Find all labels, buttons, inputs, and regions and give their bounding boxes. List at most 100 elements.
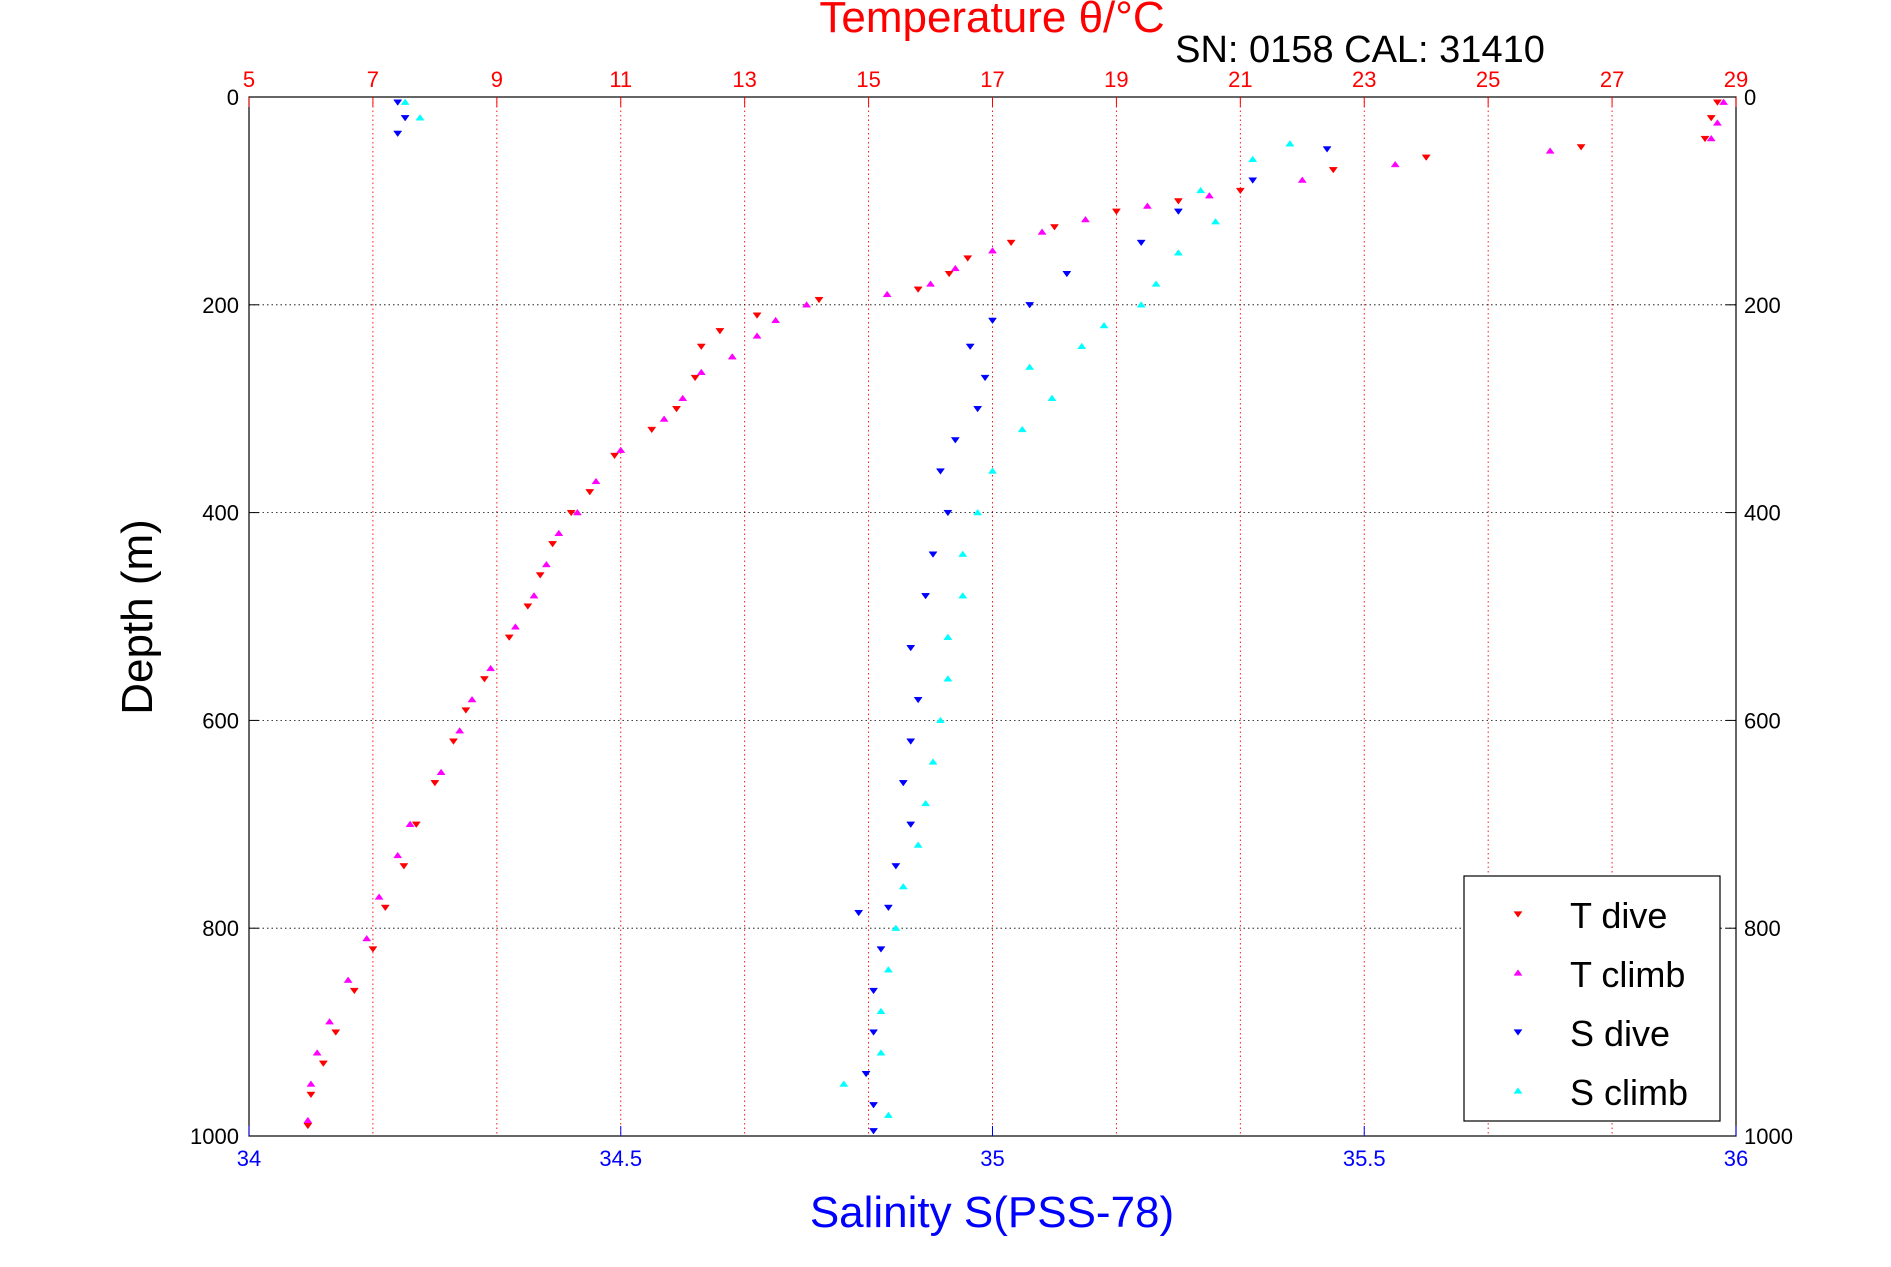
data-point: [1025, 302, 1035, 309]
data-point: [898, 883, 908, 890]
series-s-climb: [400, 98, 1295, 1118]
data-point: [504, 634, 514, 641]
data-point: [331, 1029, 341, 1036]
data-point: [1712, 119, 1722, 126]
data-point: [696, 343, 706, 350]
data-point: [898, 780, 908, 787]
data-point: [572, 508, 582, 516]
data-point: [854, 909, 864, 917]
x-top-tick-label: 19: [1104, 67, 1128, 92]
data-point: [647, 426, 657, 434]
y-axis-label: Depth (m): [113, 519, 162, 715]
data-point: [303, 1116, 313, 1124]
x-top-tick-label: 27: [1600, 67, 1624, 92]
legend-label: T climb: [1570, 954, 1685, 995]
y-tick-label-right: 1000: [1744, 1124, 1793, 1149]
data-point: [318, 1060, 328, 1067]
data-point: [1285, 140, 1295, 147]
x-bottom-tick-label: 35: [980, 1146, 1004, 1171]
data-point: [988, 317, 997, 325]
data-point: [554, 529, 564, 537]
legend-marker: [1513, 1087, 1523, 1094]
data-point: [869, 1128, 879, 1135]
data-point: [883, 966, 893, 973]
data-point: [926, 280, 936, 287]
x-top-tick-label: 25: [1476, 67, 1500, 92]
data-point: [1700, 135, 1710, 143]
data-point: [913, 841, 923, 848]
data-point: [727, 353, 737, 360]
data-point: [1037, 228, 1047, 235]
x-top-tick-label: 21: [1228, 67, 1252, 92]
data-point: [814, 296, 824, 304]
data-point: [883, 1111, 893, 1118]
data-point: [883, 904, 893, 912]
data-point: [696, 368, 706, 375]
data-point: [1211, 218, 1221, 225]
data-point: [1248, 155, 1258, 162]
data-point: [1017, 425, 1027, 433]
legend-label: S dive: [1570, 1013, 1670, 1054]
data-point: [610, 452, 620, 460]
data-point: [944, 270, 954, 278]
x-bottom-tick-label: 36: [1724, 1146, 1748, 1171]
x-top-tick-label: 13: [732, 67, 756, 92]
data-point: [715, 328, 725, 335]
data-point: [312, 1049, 322, 1056]
data-point: [876, 1007, 886, 1014]
data-point: [1151, 280, 1161, 287]
data-point: [1719, 98, 1729, 105]
legend-marker: [1513, 911, 1523, 918]
data-point: [400, 98, 410, 105]
data-point: [958, 550, 968, 557]
data-point: [1173, 208, 1183, 215]
y-tick-label-right: 200: [1744, 293, 1781, 318]
grid-layer: [249, 97, 1736, 1136]
data-point: [690, 374, 700, 382]
data-point: [943, 675, 953, 682]
y-tick-label-right: 600: [1744, 708, 1781, 733]
data-point: [1077, 342, 1087, 350]
data-point: [943, 509, 953, 517]
data-point: [529, 592, 539, 599]
data-point: [430, 780, 440, 787]
data-point: [1047, 394, 1057, 401]
legend-label: T dive: [1570, 895, 1667, 936]
data-point: [869, 1029, 879, 1036]
data-point: [374, 893, 384, 900]
data-point: [343, 976, 353, 983]
series-t-dive: [303, 99, 1722, 1130]
axis-layer: 5 7 9 11 13 15 17 19 21 23 25 27 29 34 34.5 35 35.5 36 0 0 2…: [190, 67, 1793, 1171]
x-top-tick-label: 9: [491, 67, 503, 92]
data-point: [535, 572, 545, 579]
data-point: [861, 1071, 871, 1078]
data-point: [1322, 146, 1332, 153]
data-point: [973, 508, 983, 516]
data-point: [913, 286, 923, 293]
data-point: [566, 509, 576, 517]
data-point: [616, 446, 626, 453]
series-s-dive: [393, 99, 1332, 1135]
data-point: [591, 477, 601, 485]
legend-box: [1463, 875, 1721, 1122]
data-point: [659, 415, 669, 422]
data-point: [306, 1091, 316, 1099]
data-point: [1204, 192, 1214, 199]
data-point: [752, 312, 762, 319]
data-point: [1576, 144, 1586, 151]
data-point: [585, 489, 595, 496]
data-point: [405, 820, 415, 827]
y-tick-label-right: 400: [1744, 501, 1781, 526]
data-point: [325, 1018, 335, 1025]
data-point: [1099, 321, 1109, 329]
data-point: [541, 560, 551, 568]
data-point: [935, 716, 945, 724]
data-point: [876, 1049, 886, 1056]
data-point: [523, 603, 533, 610]
data-point: [1235, 187, 1245, 195]
data-point: [467, 695, 477, 703]
data-point: [349, 987, 359, 995]
x-top-tick-label: 5: [243, 67, 255, 92]
legend-items: T dive T climb S dive S climb: [1513, 895, 1688, 1113]
